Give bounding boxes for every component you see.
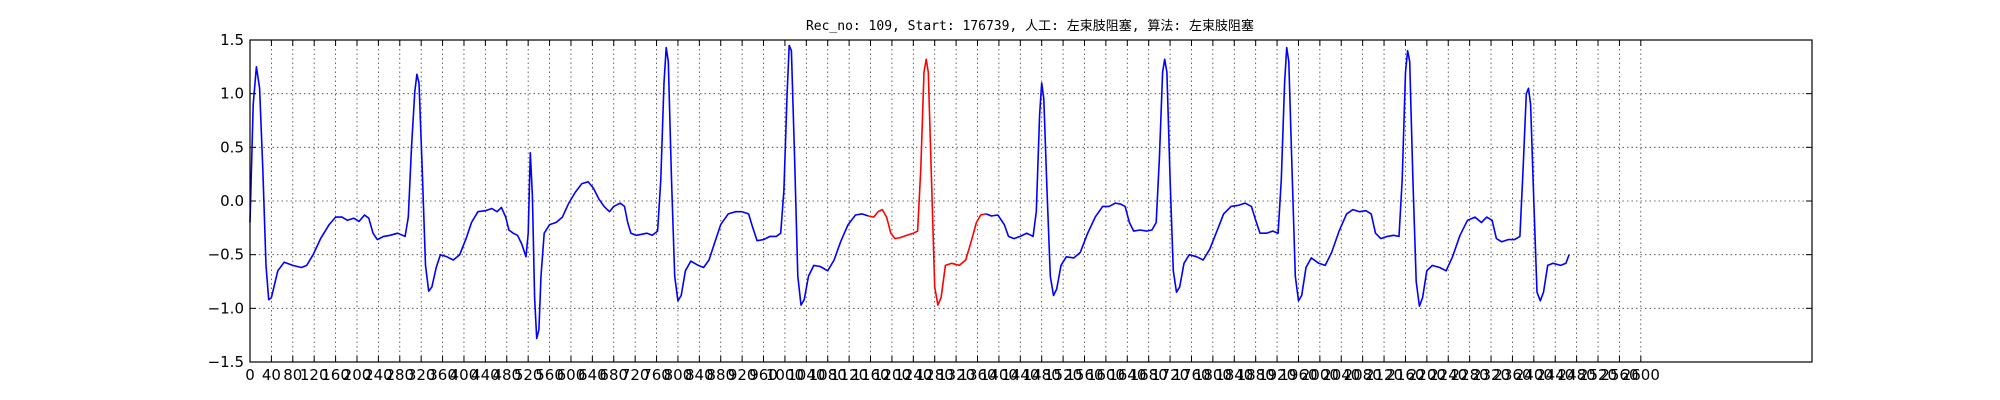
y-axis-ticks: −1.5 −1.0 −0.5 0.0 0.5 1.0 1.5 — [208, 31, 1812, 371]
x-tick-label: 1960 — [1279, 366, 1317, 384]
x-tick-label: 1440 — [1001, 366, 1039, 384]
x-tick-label: 1160 — [851, 366, 889, 384]
x-tick-label: 240 — [364, 366, 393, 384]
x-tick-label: 720 — [621, 366, 650, 384]
x-tick-label: 1640 — [1108, 366, 1146, 384]
x-tick-label: 400 — [450, 366, 479, 384]
x-tick-label: 1360 — [958, 366, 996, 384]
x-tick-label: 920 — [728, 366, 757, 384]
x-tick-label: 440 — [471, 366, 500, 384]
x-tick-label: 1120 — [830, 366, 868, 384]
x-tick-label: 2160 — [1386, 366, 1424, 384]
x-tick-label: 1400 — [980, 366, 1018, 384]
x-tick-label: 1920 — [1258, 366, 1296, 384]
x-tick-label: 2240 — [1429, 366, 1467, 384]
x-tick-label: 640 — [578, 366, 607, 384]
x-tick-label: 680 — [599, 366, 628, 384]
x-tick-label: 1600 — [1087, 366, 1125, 384]
y-tick-label: 0.5 — [220, 138, 244, 156]
x-tick-label: 760 — [642, 366, 671, 384]
x-tick-label: 2280 — [1451, 366, 1489, 384]
x-tick-label: 800 — [664, 366, 693, 384]
x-tick-label: 840 — [685, 366, 714, 384]
x-tick-label: 1800 — [1194, 366, 1232, 384]
x-tick-label: 2200 — [1408, 366, 1446, 384]
x-tick-label: 320 — [407, 366, 436, 384]
y-tick-label: −1.0 — [208, 299, 244, 317]
x-tick-label: 1280 — [916, 366, 954, 384]
y-tick-label: 0.0 — [220, 192, 244, 210]
x-tick-label: 960 — [749, 366, 778, 384]
x-tick-label: 1760 — [1172, 366, 1210, 384]
x-tick-label: 560 — [535, 366, 564, 384]
x-tick-label: 1200 — [873, 366, 911, 384]
series-lines — [249, 44, 1570, 340]
x-tick-label: 480 — [492, 366, 521, 384]
x-tick-label: 1240 — [894, 366, 932, 384]
series-line-1 — [249, 44, 869, 340]
x-tick-label: 280 — [385, 366, 414, 384]
grid-lines — [249, 39, 1812, 363]
x-tick-label: 1080 — [809, 366, 847, 384]
series-line-3 — [985, 46, 1570, 307]
y-tick-label: 1.5 — [220, 31, 244, 49]
x-tick-label: 160 — [321, 366, 350, 384]
x-tick-label: 1480 — [1023, 366, 1061, 384]
x-tick-label: 880 — [706, 366, 735, 384]
x-tick-label: 2520 — [1579, 366, 1617, 384]
x-tick-label: 2600 — [1622, 366, 1660, 384]
x-tick-label: 1040 — [787, 366, 825, 384]
x-tick-label: 120 — [300, 366, 329, 384]
x-tick-label: 600 — [557, 366, 586, 384]
x-tick-label: 0 — [245, 366, 255, 384]
x-tick-label: 2440 — [1536, 366, 1574, 384]
x-tick-label: 1880 — [1237, 366, 1275, 384]
x-tick-label: 1840 — [1215, 366, 1253, 384]
x-tick-label: 2040 — [1322, 366, 1360, 384]
x-tick-label: 200 — [343, 366, 372, 384]
x-tick-label: 2000 — [1301, 366, 1339, 384]
x-tick-label: 80 — [283, 366, 302, 384]
x-tick-label: 2480 — [1558, 366, 1596, 384]
x-tick-label: 2400 — [1515, 366, 1553, 384]
x-tick-label: 2120 — [1365, 366, 1403, 384]
x-axis-ticks: 0 40 8012016020024028032036040044048052056… — [245, 40, 1660, 384]
x-tick-label: 2320 — [1472, 366, 1510, 384]
y-tick-label: −0.5 — [208, 246, 244, 264]
y-tick-label: 1.0 — [220, 85, 244, 103]
x-tick-label: 2560 — [1600, 366, 1638, 384]
series-line-2 — [868, 58, 987, 306]
x-tick-label: 2360 — [1493, 366, 1531, 384]
chart-title: Rec_no: 109, Start: 176739, 人工: 左束肢阻塞, 算… — [806, 18, 1254, 34]
x-tick-label: 1320 — [937, 366, 975, 384]
x-tick-label: 1520 — [1044, 366, 1082, 384]
x-tick-label: 1680 — [1130, 366, 1168, 384]
y-tick-label: −1.5 — [208, 353, 244, 371]
x-tick-label: 1560 — [1065, 366, 1103, 384]
x-tick-label: 40 — [262, 366, 281, 384]
x-tick-label: 1720 — [1151, 366, 1189, 384]
x-tick-label: 360 — [428, 366, 457, 384]
x-tick-label: 520 — [514, 366, 543, 384]
x-tick-label: 1000 — [766, 366, 804, 384]
x-tick-label: 2080 — [1344, 366, 1382, 384]
